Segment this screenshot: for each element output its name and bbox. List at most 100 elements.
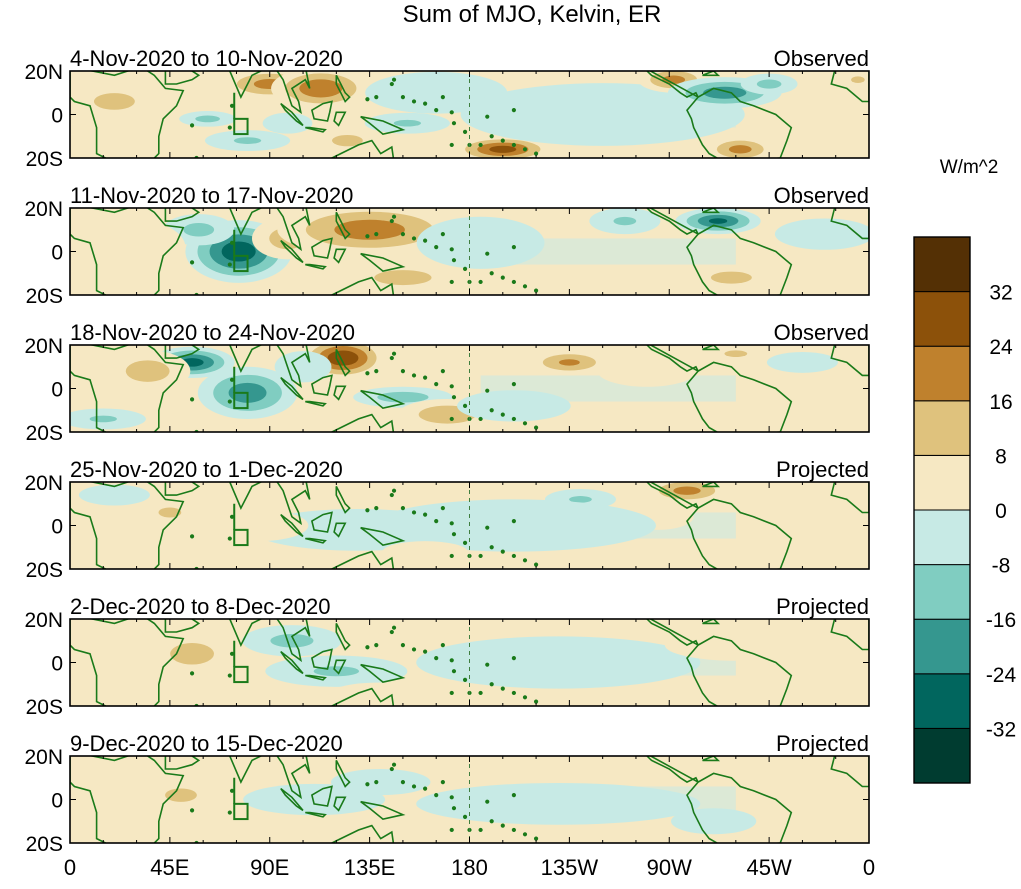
panel-status-label: Projected [776, 457, 869, 482]
island-marker [229, 377, 235, 382]
landmass-outline [645, 482, 793, 569]
landmass-outline [164, 619, 201, 633]
island-marker [485, 114, 490, 119]
y-tick-label: 0 [51, 653, 63, 676]
y-tick-label: 0 [51, 516, 63, 539]
landmass-outline [280, 787, 304, 812]
x-tick-label: 135E [344, 855, 395, 880]
landmass-outline [227, 482, 263, 510]
anomaly-blob [277, 208, 462, 256]
island-marker [400, 232, 406, 237]
island-marker [451, 669, 457, 674]
anomaly-blob [274, 351, 332, 383]
anomaly-blob [70, 75, 179, 128]
landmass-outline [330, 139, 395, 158]
y-tick-label: 20N [24, 472, 63, 495]
anomaly-blob [262, 112, 313, 134]
island-marker [500, 412, 505, 417]
contour-level [262, 112, 313, 134]
x-tick-label: 180 [451, 855, 488, 880]
contour-level [70, 215, 186, 279]
landmass-outline [280, 376, 304, 401]
island-marker [449, 795, 454, 800]
island-marker [440, 94, 445, 100]
landmass-outline [645, 345, 793, 432]
island-marker [189, 397, 195, 402]
landmass-outline [280, 650, 304, 675]
landmass-outline [335, 349, 351, 377]
landmass-outline [276, 482, 311, 526]
landmass-outline [70, 345, 185, 432]
island-marker [485, 799, 490, 804]
landmass-outline [310, 785, 333, 807]
island-marker [389, 81, 394, 87]
anomaly-blob [675, 208, 761, 235]
contour-level [673, 486, 701, 495]
island-marker [533, 151, 539, 156]
island-marker [227, 399, 232, 404]
y-tick-label: 0 [51, 379, 63, 402]
island-marker [434, 108, 439, 113]
landmass-outline [164, 756, 201, 770]
y-tick-label: 20N [24, 335, 63, 358]
island-marker [511, 279, 516, 285]
island-marker [522, 147, 528, 152]
colorbar-tick-label: -16 [986, 609, 1016, 632]
anomaly-blob [105, 350, 191, 392]
landmass-outline [227, 71, 263, 99]
x-tick-label: 45E [150, 855, 189, 880]
island-marker [449, 690, 454, 696]
contour-level [416, 216, 545, 269]
y-tick-label: 0 [51, 242, 63, 265]
landmass-outline [645, 619, 793, 706]
landmass-outline [276, 71, 311, 115]
island-marker [500, 138, 505, 143]
island-marker [389, 766, 394, 772]
island-marker [411, 236, 417, 241]
island-marker [462, 677, 468, 683]
contour-level [613, 216, 637, 226]
colorbar-segment [913, 618, 971, 675]
island-marker [533, 562, 539, 567]
colorbar-frame [913, 236, 971, 784]
contour-level [331, 682, 431, 704]
island-marker [391, 77, 397, 82]
island-marker [389, 355, 394, 361]
island-marker [374, 94, 379, 100]
colorbar-tick-label: 8 [995, 445, 1007, 468]
island-marker [533, 836, 539, 841]
contour-level [158, 507, 182, 518]
landmass-outline [645, 756, 793, 843]
landmass-outline [164, 482, 201, 496]
landmass-outline [333, 796, 347, 812]
landmass-outline [830, 482, 869, 514]
island-marker [449, 142, 454, 148]
reference-box [233, 391, 249, 410]
contour-level [374, 270, 432, 286]
landmass-outline [333, 248, 347, 264]
island-marker [478, 827, 483, 833]
colorbar-segment [913, 454, 971, 511]
contour-level [78, 484, 150, 506]
landmass-outline [276, 345, 311, 389]
anomaly-blob [836, 71, 869, 91]
island-marker [451, 258, 457, 263]
contour-level [71, 664, 158, 696]
island-marker [389, 629, 394, 635]
anomaly-blob [416, 636, 701, 689]
anomaly-blob [331, 682, 431, 704]
anomaly-blob [416, 216, 545, 269]
island-marker [389, 492, 394, 498]
island-marker [462, 129, 468, 134]
island-marker [374, 642, 379, 648]
island-marker [489, 408, 494, 413]
landmass-outline [335, 211, 351, 240]
contour-level [78, 760, 150, 787]
anomaly-blob [597, 355, 697, 387]
island-marker [511, 690, 516, 696]
anomaly-field [78, 760, 846, 835]
island-marker [522, 695, 528, 700]
colorbar-tick-label: -32 [986, 718, 1016, 741]
colorbar-tick-label: 16 [989, 391, 1012, 414]
panel-status-label: Projected [776, 731, 869, 756]
